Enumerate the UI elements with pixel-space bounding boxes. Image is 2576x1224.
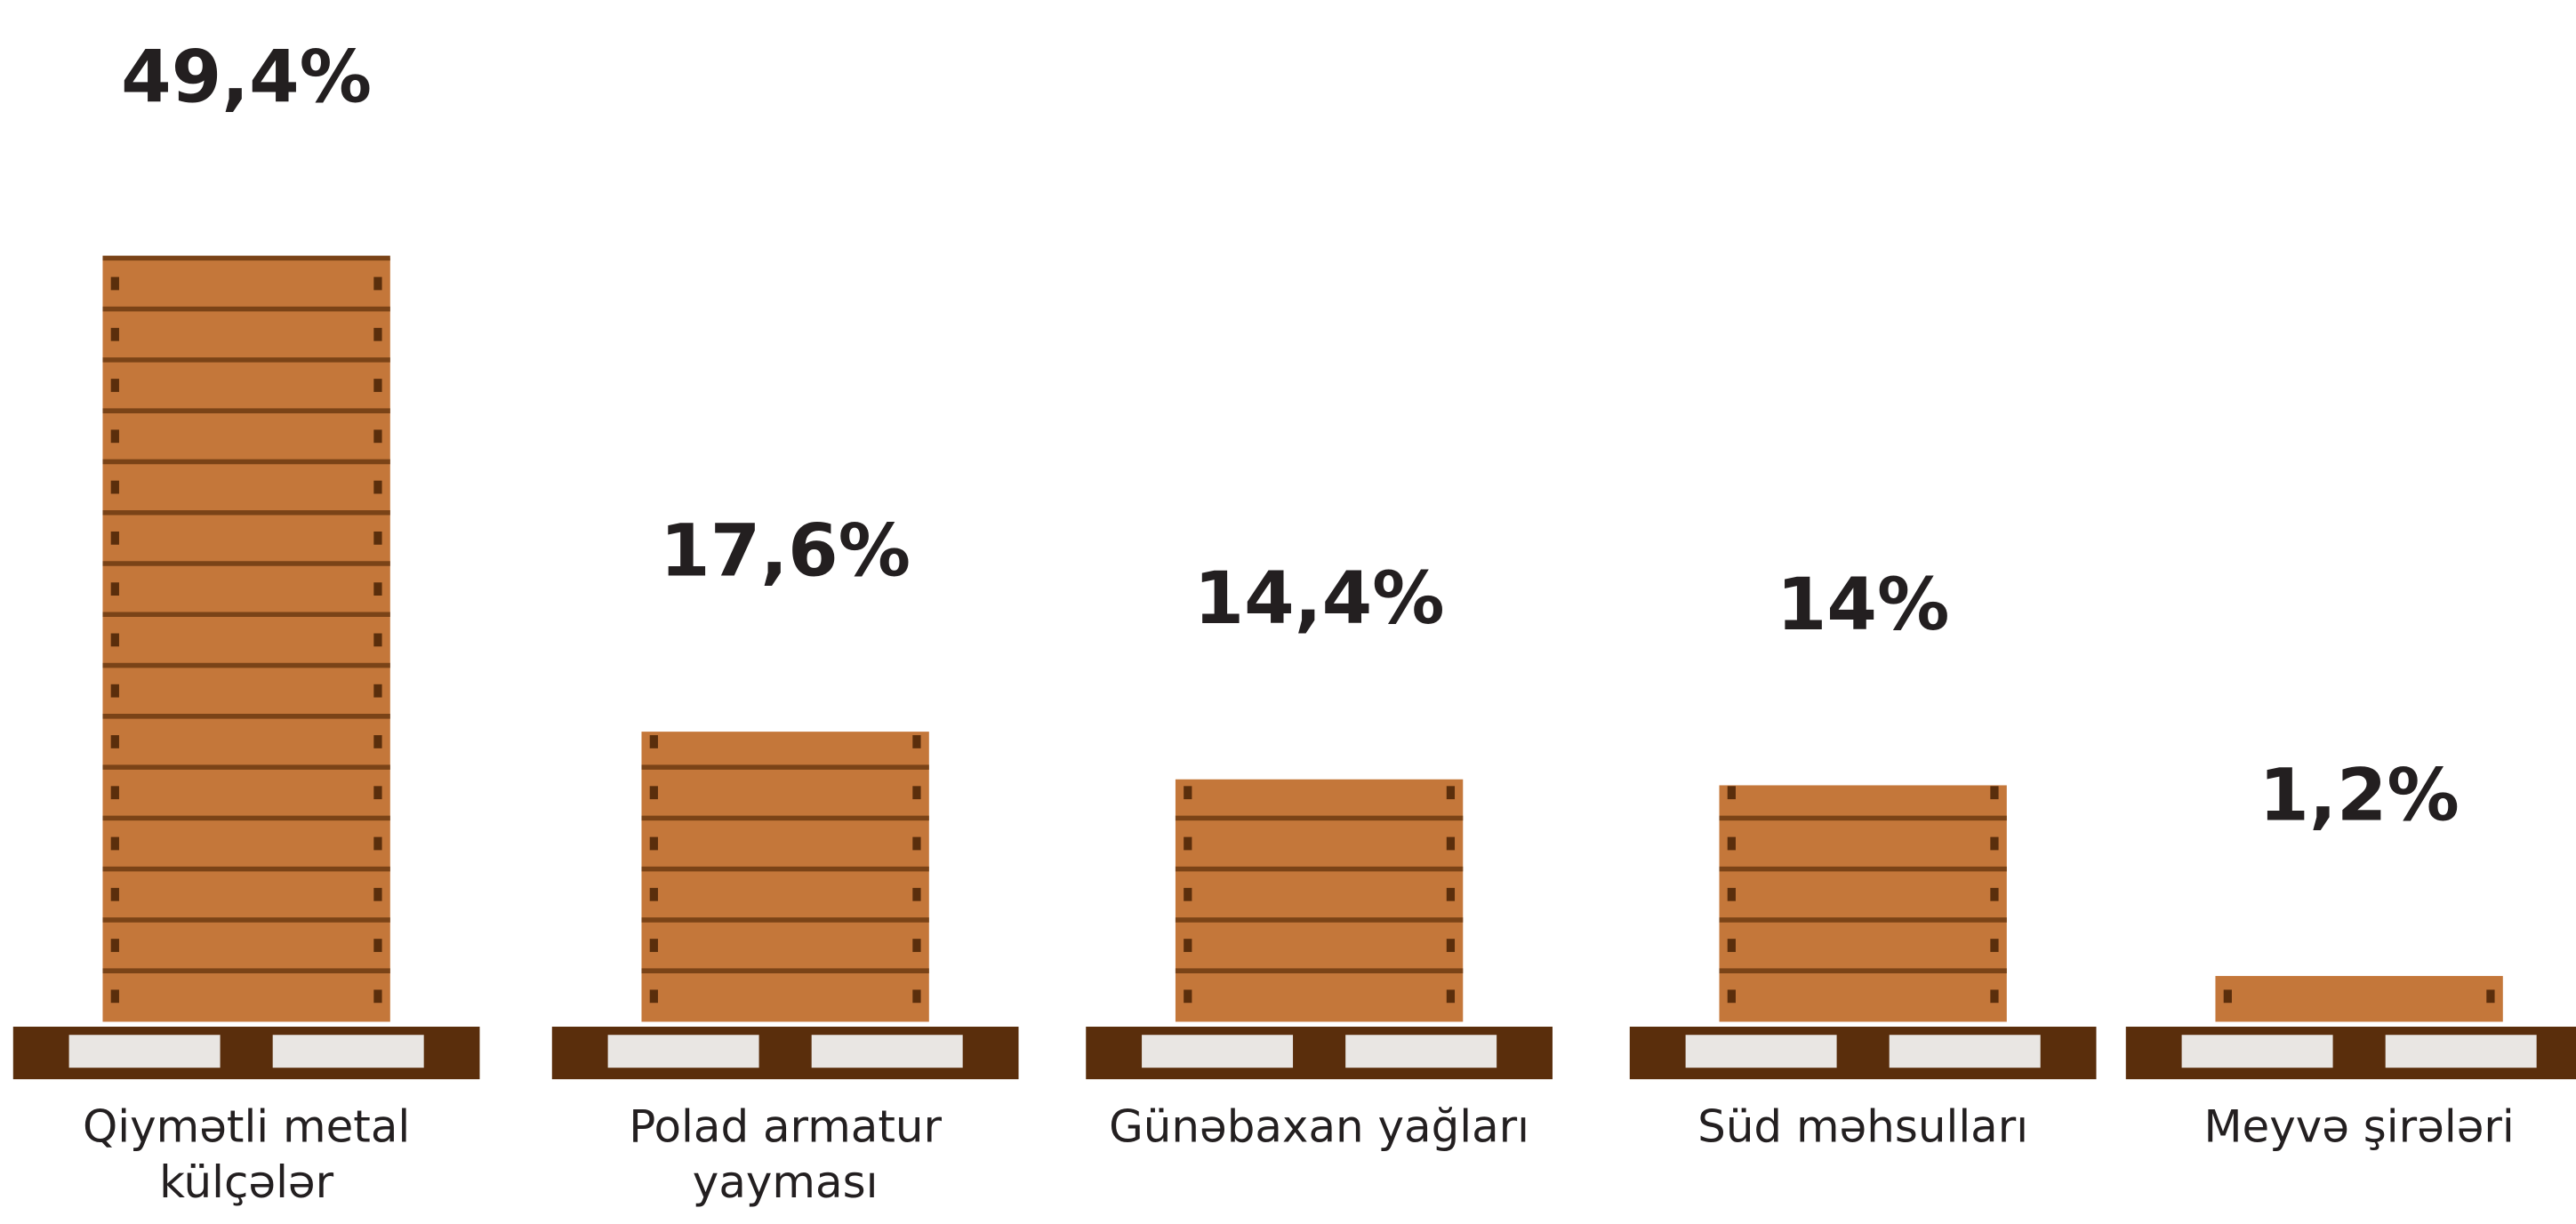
crate-nail	[373, 327, 382, 341]
value-label: 1,2%	[2259, 754, 2459, 837]
crate-nail	[110, 836, 119, 851]
crate-nail	[912, 989, 921, 1004]
crate-nail	[373, 989, 382, 1004]
crate-nail	[1990, 887, 1999, 901]
value-label: 14%	[1777, 564, 1950, 647]
crate-nail	[110, 989, 119, 1004]
pallet-slat	[1142, 1035, 1294, 1068]
pallet-slat	[68, 1035, 221, 1068]
crate-nail	[1184, 887, 1192, 901]
category-label-box: Günəbaxan yağları	[1109, 1102, 1530, 1154]
crate-nail	[1990, 989, 1999, 1004]
value-label: 17,6%	[660, 510, 911, 594]
crate-nail	[912, 939, 921, 952]
crate-nail	[1990, 786, 1999, 800]
crate-nail	[1184, 786, 1192, 800]
crate-nail	[110, 939, 119, 952]
crate-stack	[1719, 785, 2007, 1022]
crate-nail	[373, 633, 382, 647]
crate-nail	[373, 836, 382, 851]
crate-nail	[1446, 887, 1456, 901]
crate-nail	[912, 836, 921, 851]
crate-nail	[110, 480, 119, 494]
pallet-slat	[2385, 1035, 2537, 1068]
value-label: 49,4%	[121, 36, 372, 120]
crate-nail	[649, 989, 658, 1004]
crate-nail	[373, 684, 382, 698]
crate-nail	[649, 836, 658, 851]
category-label: Meyvə şirələri	[2203, 1102, 2515, 1154]
crate-nail	[110, 633, 119, 647]
pallet-slat	[1685, 1035, 1837, 1068]
crate-nail	[1446, 939, 1456, 952]
crate-nail	[1446, 989, 1456, 1004]
crate-nail	[110, 786, 119, 800]
crate-nail	[1184, 836, 1192, 851]
crate-nail	[1727, 989, 1736, 1004]
crate-nail	[912, 735, 921, 748]
crate-nail	[912, 887, 921, 901]
category-label-box: Qiymətli metal külçələr	[82, 1102, 411, 1210]
category-label-box: Meyvə şirələri	[2203, 1102, 2515, 1154]
value-label: 14,4%	[1194, 557, 1445, 641]
category-label: Polad armatur yayması	[629, 1102, 943, 1210]
crate-nail	[373, 887, 382, 901]
crate-nail	[110, 582, 119, 596]
crate-nail	[649, 939, 658, 952]
crate-nail	[373, 379, 382, 392]
crate-nail	[110, 684, 119, 698]
crate-nail	[649, 735, 658, 748]
crate-nail	[110, 429, 119, 444]
crate-nail	[1184, 939, 1192, 952]
crate-nail	[110, 735, 119, 748]
crate-nail	[373, 531, 382, 545]
crate-stack	[102, 258, 390, 1022]
pallet-slat	[607, 1035, 759, 1068]
crate-stack	[2215, 975, 2503, 1022]
crate-nail	[110, 887, 119, 901]
crate-nail	[373, 276, 382, 291]
crate-nail	[649, 786, 658, 800]
crate-nail	[1184, 989, 1192, 1004]
category-label-box: Süd məhsulları	[1697, 1102, 2029, 1154]
crate-nail	[1446, 786, 1456, 800]
crate-nail	[1727, 836, 1736, 851]
crate-nail	[373, 786, 382, 800]
crate-nail	[373, 582, 382, 596]
crate-nail	[2223, 989, 2232, 1004]
crate-nail	[2486, 989, 2495, 1004]
crate-nail	[373, 429, 382, 444]
crate-stack	[641, 732, 929, 1022]
crate-nail	[912, 786, 921, 800]
pallet-slat	[811, 1035, 963, 1068]
crate-nail	[1990, 836, 1999, 851]
crate-nail	[110, 531, 119, 545]
pallet-slat	[2181, 1035, 2333, 1068]
crate-nail	[1727, 939, 1736, 952]
category-label: Qiymətli metal külçələr	[82, 1102, 411, 1210]
crate-nail	[373, 735, 382, 748]
category-label: Günəbaxan yağları	[1109, 1102, 1530, 1154]
category-label: Süd məhsulları	[1697, 1102, 2029, 1154]
crate-nail	[373, 480, 382, 494]
pallet-slat	[1889, 1035, 2041, 1068]
crate-nail	[1446, 836, 1456, 851]
pallet-slat	[272, 1035, 424, 1068]
crate-nail	[1727, 887, 1736, 901]
crate-nail	[1990, 939, 1999, 952]
pallet-slat	[1345, 1035, 1497, 1068]
crate-nail	[110, 379, 119, 392]
crate-nail	[1727, 786, 1736, 800]
crate-nail	[373, 939, 382, 952]
crate-nail	[649, 887, 658, 901]
crate-nail	[110, 276, 119, 291]
crate-nail	[110, 327, 119, 341]
category-label-box: Polad armatur yayması	[629, 1102, 943, 1210]
